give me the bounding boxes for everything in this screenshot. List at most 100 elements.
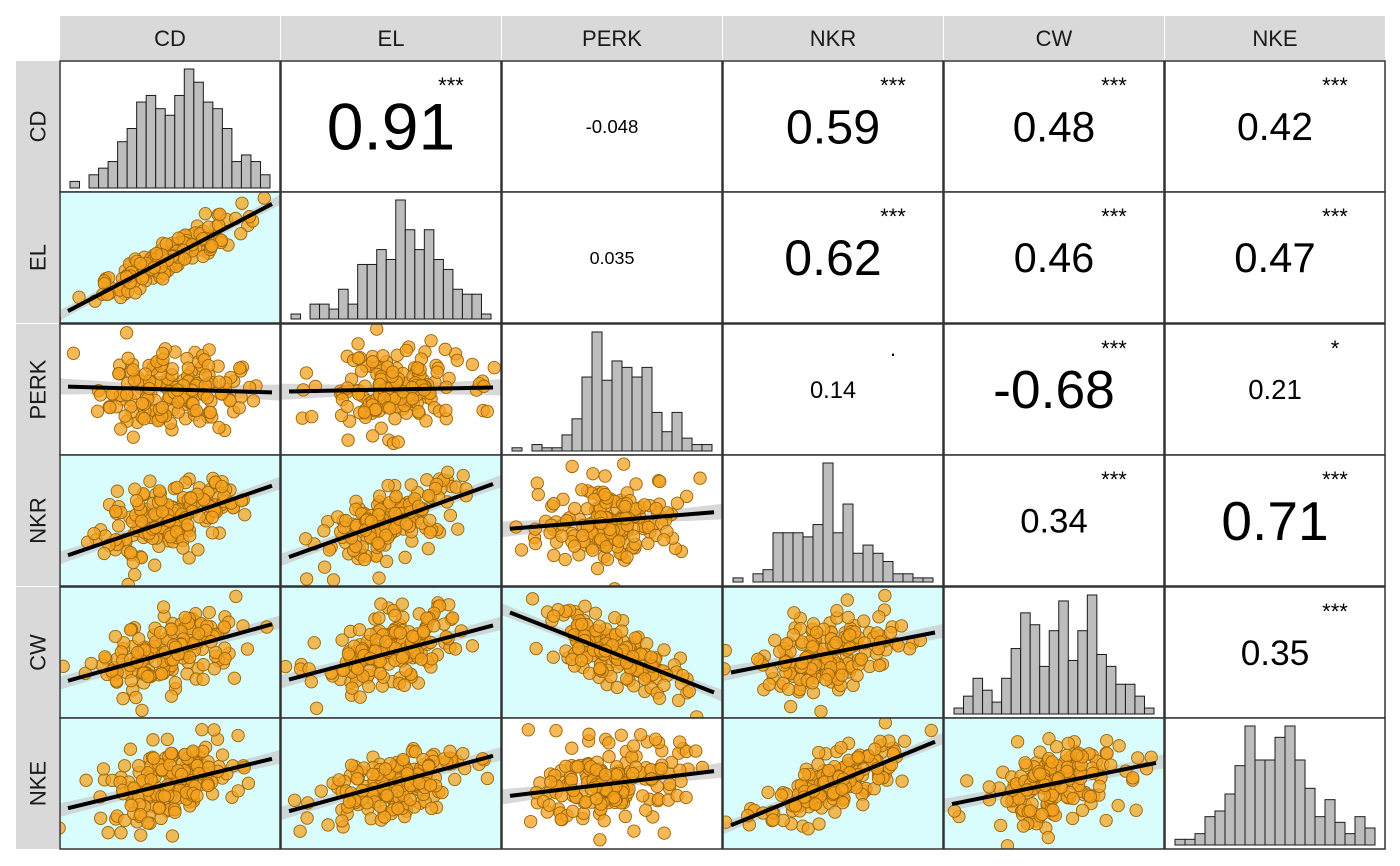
scatter-point: [304, 675, 318, 689]
scatter-point: [1000, 839, 1015, 849]
scatter-point: [812, 817, 826, 831]
scatter-point: [202, 605, 216, 620]
correlation-background: [1165, 455, 1385, 586]
regression-line: [288, 623, 494, 682]
scatter-point: [438, 342, 452, 356]
scatter-point: [134, 828, 148, 842]
scatter-point: [205, 510, 220, 524]
scatter-point: [531, 487, 545, 502]
scatter-point: [366, 767, 380, 782]
panel-cd-perk: -0.048: [501, 60, 723, 193]
scatter-point: [812, 745, 826, 760]
correlation-value: 0.47: [1234, 234, 1315, 281]
scatter-point: [365, 355, 380, 369]
correlation-value: 0.42: [1237, 106, 1313, 149]
histogram-bar: [328, 308, 340, 320]
regression-line: [288, 482, 494, 559]
panel-border: [722, 717, 944, 850]
scatter-point: [1018, 756, 1032, 770]
panel-border: [280, 717, 502, 850]
histogram-bar: [882, 560, 894, 583]
scatter-point: [649, 501, 663, 516]
scatter-point: [1070, 748, 1084, 762]
scatter-point: [629, 477, 643, 491]
scatter-point: [690, 710, 704, 718]
histogram-bar: [611, 360, 623, 452]
scatter-point: [430, 365, 444, 379]
scatter-point: [682, 684, 696, 698]
scatter-point: [350, 772, 364, 786]
panel-border: [59, 454, 281, 587]
correlation-background: [723, 61, 943, 192]
scatter-point: [564, 772, 579, 787]
scatter-point: [1023, 804, 1037, 818]
scatter-point: [414, 652, 429, 666]
scatter-points-group: [60, 326, 280, 444]
column-label-perk: PERK: [582, 26, 642, 51]
scatter-point: [423, 525, 437, 539]
scatter-point: [388, 412, 402, 426]
histogram-bar: [922, 577, 934, 583]
histogram-bar: [852, 552, 864, 583]
panel-border: [280, 454, 502, 587]
correlation-value: -0.68: [993, 361, 1115, 420]
scatter-points-group: [723, 718, 943, 836]
scatter-point: [960, 774, 974, 788]
histogram-bar: [661, 431, 673, 452]
histogram-bar: [701, 444, 713, 452]
histogram-bar: [1214, 810, 1226, 846]
scatter-point: [618, 499, 632, 514]
scatter-point: [829, 635, 843, 650]
regression-line: [509, 610, 715, 695]
scatter-point: [171, 395, 185, 409]
histogram-bar: [1039, 665, 1050, 715]
scatter-point: [118, 409, 132, 423]
scatter-point: [109, 504, 123, 519]
histogram-bar: [621, 366, 633, 452]
scatter-point: [341, 647, 356, 661]
column-label-cw: CW: [1036, 26, 1073, 51]
panel-nkr-perk: [501, 454, 723, 587]
scatter-point: [424, 801, 439, 816]
scatter-point: [465, 357, 480, 372]
scatter-point: [1010, 735, 1025, 749]
significance-stars: ***: [1322, 204, 1348, 229]
scatter-point: [443, 744, 457, 758]
scatter-point: [797, 768, 812, 782]
scatter-point: [565, 459, 579, 474]
scatter-point: [575, 617, 589, 632]
scatter-point: [680, 489, 694, 504]
scatter-point: [156, 346, 170, 361]
scatter-point: [828, 805, 842, 819]
scatter-point: [372, 489, 387, 503]
row-label-nkr: NKR: [26, 497, 51, 543]
scatter-point: [399, 343, 414, 358]
scatter-point: [883, 625, 898, 640]
histogram-bar: [319, 303, 330, 320]
scatter-point: [351, 337, 365, 351]
scatter-point: [156, 600, 171, 614]
correlation-background: [723, 324, 943, 455]
scatter-point: [547, 497, 561, 511]
scatter-point: [593, 833, 607, 847]
significance-stars: ***: [1322, 467, 1348, 492]
scatter-point: [1131, 751, 1145, 765]
scatter-point: [391, 435, 405, 449]
scatter-point: [530, 476, 544, 490]
scatter-point: [153, 626, 168, 640]
scatter-point: [465, 639, 480, 653]
regression-line: [951, 760, 1157, 807]
histogram-bar: [842, 503, 854, 583]
panel-el-perk: 0.035: [501, 191, 723, 324]
scatter-point: [554, 812, 568, 827]
scatter-point: [809, 625, 824, 640]
significance-stars: .: [890, 336, 896, 361]
histogram-bar: [366, 263, 378, 320]
scatter-point: [198, 368, 213, 382]
significance-stars: ***: [1101, 336, 1127, 361]
histogram-bar: [681, 437, 693, 452]
histogram-bar: [1077, 630, 1088, 715]
scatter-point: [376, 349, 390, 363]
scatter-point: [1099, 813, 1113, 828]
scatter-point: [612, 534, 626, 548]
